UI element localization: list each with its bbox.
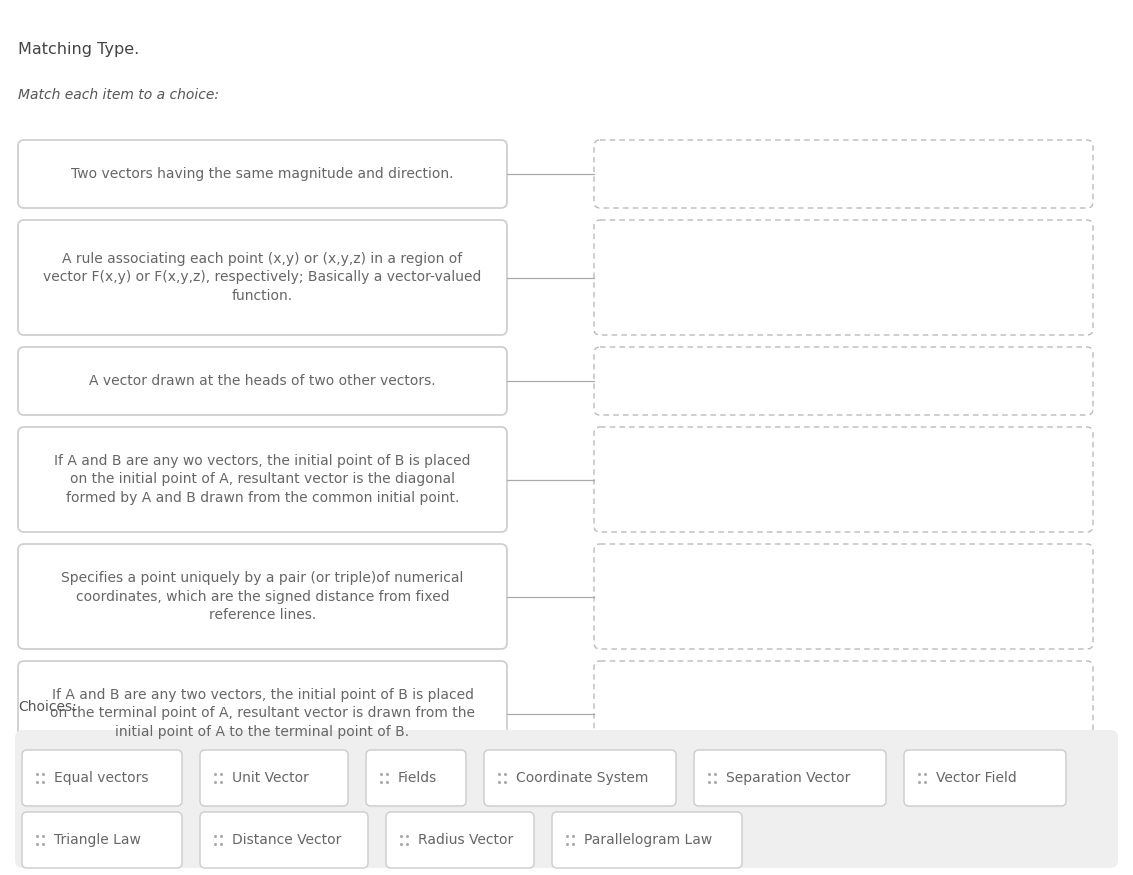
Text: If A and B are any two vectors, the initial point of B is placed
on the terminal: If A and B are any two vectors, the init… bbox=[50, 688, 475, 738]
FancyBboxPatch shape bbox=[552, 812, 742, 868]
Text: Distance Vector: Distance Vector bbox=[232, 833, 341, 847]
FancyBboxPatch shape bbox=[366, 750, 466, 806]
FancyBboxPatch shape bbox=[904, 750, 1066, 806]
FancyBboxPatch shape bbox=[22, 812, 182, 868]
FancyBboxPatch shape bbox=[18, 140, 506, 208]
FancyBboxPatch shape bbox=[484, 750, 676, 806]
Text: A rule associating each point (x,y) or (x,y,z) in a region of
vector F(x,y) or F: A rule associating each point (x,y) or (… bbox=[43, 252, 482, 303]
Text: Matching Type.: Matching Type. bbox=[18, 42, 139, 57]
Text: Parallelogram Law: Parallelogram Law bbox=[583, 833, 713, 847]
FancyBboxPatch shape bbox=[18, 427, 506, 532]
Text: Unit Vector: Unit Vector bbox=[232, 771, 309, 785]
Text: Specifies a point uniquely by a pair (or triple)of numerical
coordinates, which : Specifies a point uniquely by a pair (or… bbox=[61, 571, 463, 622]
Text: Triangle Law: Triangle Law bbox=[54, 833, 140, 847]
FancyBboxPatch shape bbox=[386, 812, 534, 868]
FancyBboxPatch shape bbox=[22, 750, 182, 806]
FancyBboxPatch shape bbox=[594, 544, 1093, 649]
FancyBboxPatch shape bbox=[18, 544, 506, 649]
Text: Choices:: Choices: bbox=[18, 700, 77, 714]
FancyBboxPatch shape bbox=[594, 661, 1093, 766]
Text: A vector drawn at the heads of two other vectors.: A vector drawn at the heads of two other… bbox=[90, 374, 436, 388]
FancyBboxPatch shape bbox=[594, 347, 1093, 415]
FancyBboxPatch shape bbox=[15, 730, 1118, 868]
FancyBboxPatch shape bbox=[18, 220, 506, 335]
FancyBboxPatch shape bbox=[594, 427, 1093, 532]
Text: Fields: Fields bbox=[398, 771, 437, 785]
Text: If A and B are any wo vectors, the initial point of B is placed
on the initial p: If A and B are any wo vectors, the initi… bbox=[54, 454, 470, 505]
FancyBboxPatch shape bbox=[594, 220, 1093, 335]
Text: Vector Field: Vector Field bbox=[936, 771, 1016, 785]
FancyBboxPatch shape bbox=[201, 812, 368, 868]
Text: Radius Vector: Radius Vector bbox=[418, 833, 513, 847]
Text: Equal vectors: Equal vectors bbox=[54, 771, 148, 785]
Text: Match each item to a choice:: Match each item to a choice: bbox=[18, 88, 219, 102]
Text: Separation Vector: Separation Vector bbox=[726, 771, 851, 785]
FancyBboxPatch shape bbox=[201, 750, 348, 806]
FancyBboxPatch shape bbox=[594, 140, 1093, 208]
FancyBboxPatch shape bbox=[18, 347, 506, 415]
FancyBboxPatch shape bbox=[695, 750, 886, 806]
FancyBboxPatch shape bbox=[18, 661, 506, 766]
Text: Two vectors having the same magnitude and direction.: Two vectors having the same magnitude an… bbox=[71, 167, 453, 181]
Text: Coordinate System: Coordinate System bbox=[516, 771, 648, 785]
